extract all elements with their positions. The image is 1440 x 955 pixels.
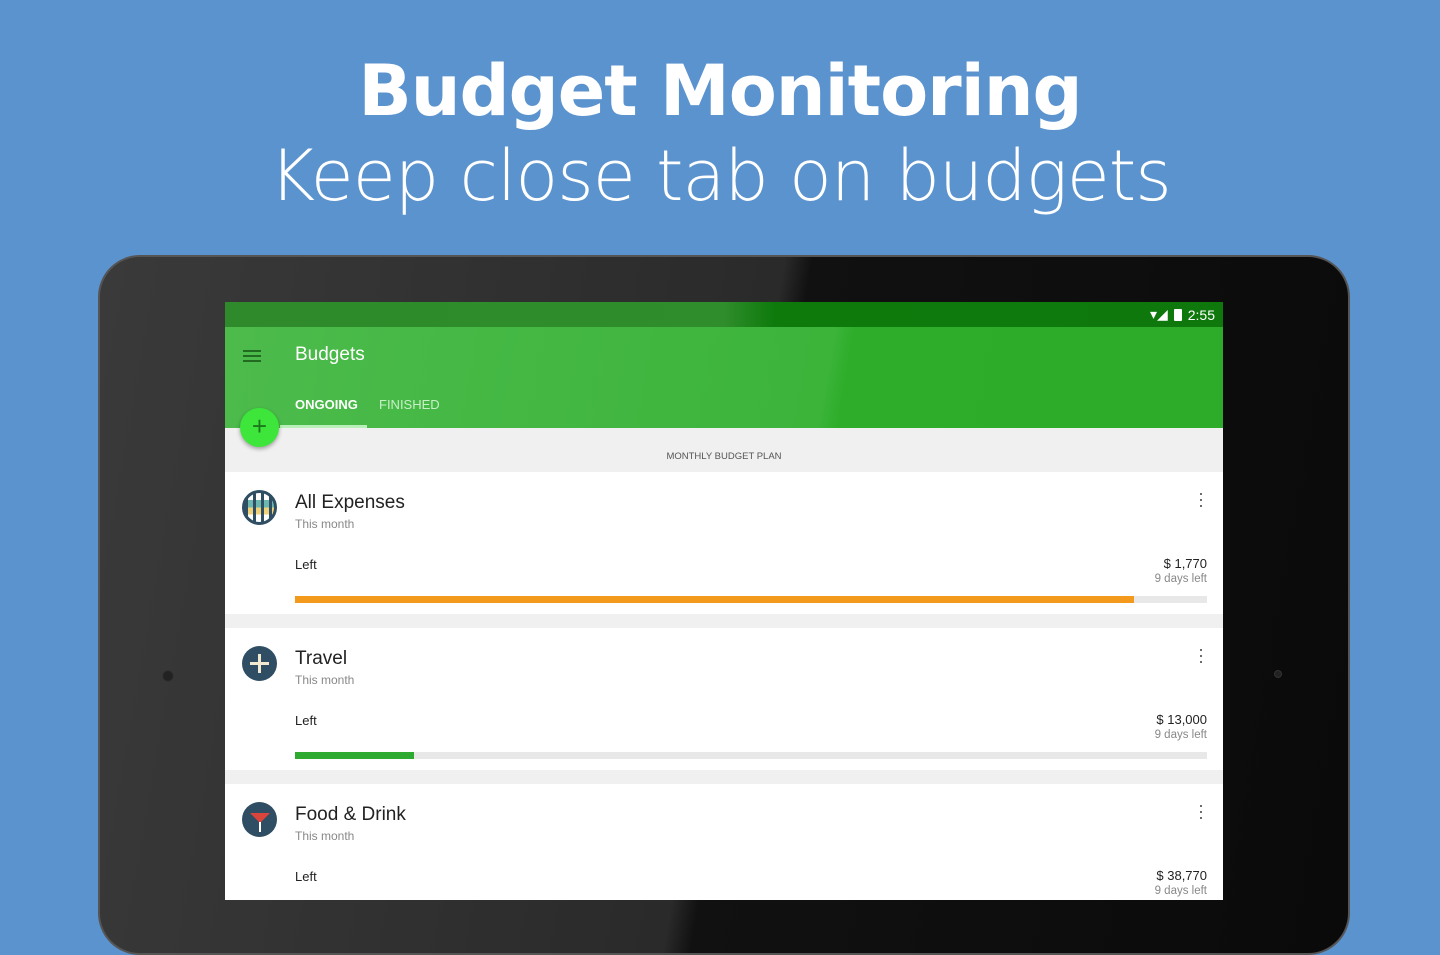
days-left: 9 days left <box>1154 729 1207 741</box>
more-options-icon[interactable]: · · · <box>1198 483 1204 515</box>
budget-card[interactable]: Travel This month · · · Left $ 13,000 9 da… <box>225 628 1223 770</box>
app-bar: Budgets ONGOING FINISHED <box>225 327 1223 428</box>
tab-ongoing[interactable]: ONGOING <box>295 397 358 412</box>
subheadline: Keep close tab on budgets <box>269 135 1171 217</box>
page-title: Budgets <box>295 344 365 365</box>
more-options-icon[interactable]: · · · <box>1198 795 1204 827</box>
clock: 2:55 <box>1187 306 1215 323</box>
days-left: 9 days left <box>1154 573 1207 585</box>
progress-fill <box>295 596 1135 603</box>
globe-icon <box>242 490 277 525</box>
sensor-icon <box>1274 670 1282 678</box>
left-label: Left <box>295 713 317 728</box>
section-header: MONTHLY BUDGET PLAN <box>666 451 782 462</box>
budget-name: Food & Drink <box>295 804 406 825</box>
budget-amount: $ 1,770 <box>1163 556 1207 571</box>
menu-icon[interactable] <box>243 347 261 365</box>
add-budget-button[interactable]: + <box>240 408 279 447</box>
budget-period: This month <box>295 829 355 843</box>
cocktail-icon <box>242 802 277 837</box>
more-options-icon[interactable]: · · · <box>1198 639 1204 671</box>
budget-name: Travel <box>295 648 348 669</box>
tab-indicator <box>280 425 367 428</box>
budget-progress-bar <box>295 596 1207 603</box>
budget-amount: $ 13,000 <box>1156 712 1207 727</box>
budget-amount: $ 38,770 <box>1156 868 1207 883</box>
wifi-icon: ▾◢ <box>1149 306 1168 322</box>
tab-finished[interactable]: FINISHED <box>379 397 440 412</box>
budget-progress-bar <box>295 752 1207 759</box>
left-label: Left <box>295 557 317 572</box>
budget-name: All Expenses <box>295 492 405 513</box>
budget-period: This month <box>295 673 355 687</box>
app-screen: ▾◢ 2:55 Budgets ONGOING FINISHED + MONTH… <box>225 302 1223 900</box>
status-bar: ▾◢ 2:55 <box>225 302 1223 327</box>
camera-icon <box>162 670 174 682</box>
budget-card[interactable]: Food & Drink This month · · · Left $ 38,77… <box>225 784 1223 900</box>
headline: Budget Monitoring <box>358 50 1082 132</box>
left-label: Left <box>295 869 317 884</box>
progress-fill <box>295 752 414 759</box>
budget-card[interactable]: All Expenses This month · · · Left $ 1,770… <box>225 472 1223 614</box>
battery-icon <box>1173 308 1182 321</box>
days-left: 9 days left <box>1154 885 1207 897</box>
budget-period: This month <box>295 517 355 531</box>
airplane-icon <box>242 646 277 681</box>
